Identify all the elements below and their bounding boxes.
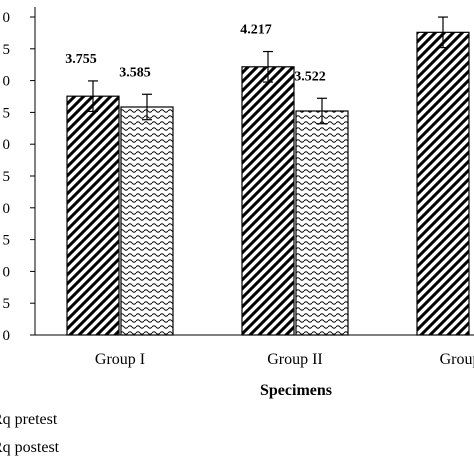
bar-pretest <box>241 66 295 336</box>
y-tick-label: 0 <box>3 10 11 26</box>
y-tick-label: 0 <box>3 74 11 90</box>
bar-pretest <box>66 95 120 336</box>
data-label: 3.585 <box>119 65 151 80</box>
legend-item-postest: Rq postest <box>0 439 60 456</box>
chart-labels: 3.755 3.585 Group I 4.217 3.522 Group II 4.759… <box>65 0 474 399</box>
data-label: 3.755 <box>65 52 97 67</box>
y-tick-label: 5 <box>3 233 11 249</box>
y-tick-label: 5 <box>3 42 11 58</box>
bar-pretest <box>416 31 470 336</box>
chart-bars <box>66 16 470 336</box>
legend-item-pretest: Rq pretest <box>0 411 58 428</box>
y-tick-label: 5 <box>3 169 11 185</box>
y-tick-label: 5 <box>3 296 11 312</box>
category-label: Group I <box>95 351 145 368</box>
category-label: Group III <box>440 351 474 368</box>
chart-legend: Rq pretest Rq postest <box>0 411 60 456</box>
data-label: 3.522 <box>294 69 326 84</box>
y-tick-label: 5 <box>3 105 11 121</box>
y-tick-label: 0 <box>3 201 11 217</box>
bar-postest <box>295 110 349 336</box>
bar-postest <box>120 106 174 336</box>
y-tick-label: 0 <box>3 328 11 344</box>
category-label: Group II <box>267 351 323 368</box>
data-label: 4.217 <box>240 23 272 38</box>
y-tick-label: 0 <box>3 264 11 280</box>
y-tick-label: 0 <box>3 137 11 153</box>
x-axis-title: Specimens <box>260 382 332 399</box>
data-label: 4.759 <box>415 0 447 3</box>
